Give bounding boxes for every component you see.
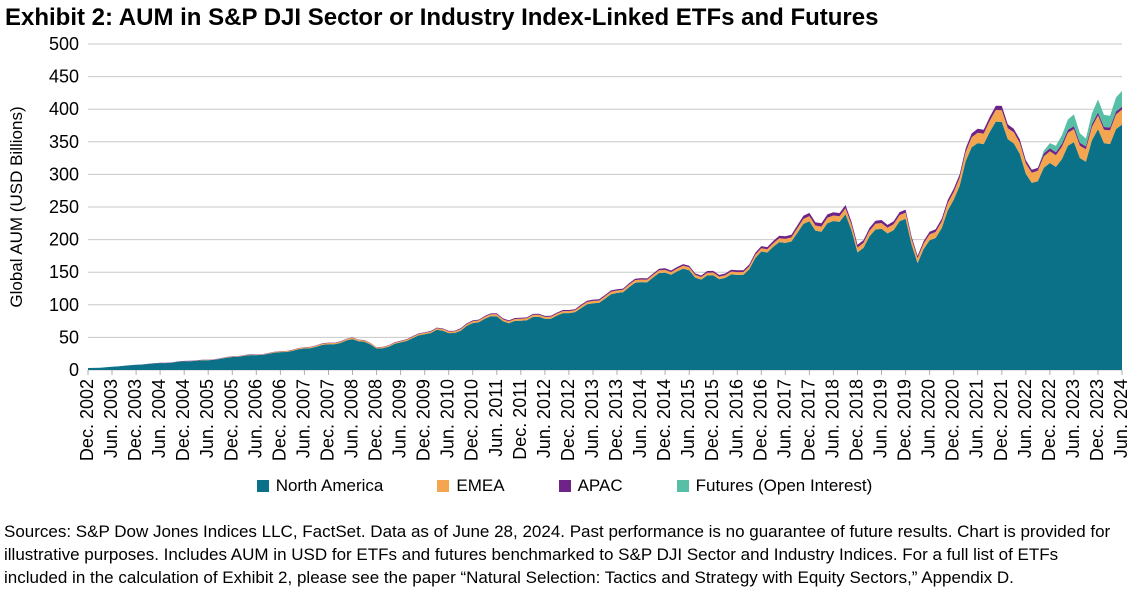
y-tick-label: 0	[69, 360, 79, 380]
chart-legend: North America EMEA APAC Futures (Open Inter…	[0, 476, 1129, 496]
x-tick-label: Dec. 2007	[318, 379, 338, 461]
y-tick-label: 200	[49, 230, 79, 250]
x-tick-label: Dec. 2022	[1039, 379, 1059, 461]
x-tick-label: Dec. 2003	[125, 379, 145, 461]
x-tick-label: Jun. 2009	[390, 379, 410, 458]
y-axis-labels: 0 50 100 150 200 250 300 350 400 450 500	[49, 36, 79, 380]
x-tick-label: Jun. 2015	[678, 379, 698, 458]
x-tick-label: Dec. 2002	[77, 379, 97, 461]
legend-swatch-futures-open-interest	[676, 480, 689, 492]
x-tick-label: Jun. 2004	[149, 379, 169, 458]
legend-item-emea: EMEA	[437, 476, 505, 496]
x-tick-label: Dec. 2013	[606, 379, 626, 461]
chart-title: Exhibit 2: AUM in S&P DJI Sector or Indu…	[5, 4, 879, 31]
x-tick-label: Jun. 2012	[534, 379, 554, 458]
x-tick-label: Jun. 2014	[630, 379, 650, 458]
x-tick-label: Jun. 2008	[342, 379, 362, 458]
legend-label: EMEA	[456, 476, 505, 495]
x-tick-label: Jun. 2023	[1063, 379, 1083, 458]
legend-swatch-emea	[437, 480, 450, 492]
y-tick-label: 350	[49, 132, 79, 152]
x-tick-label: Jun. 2016	[726, 379, 746, 458]
x-tick-label: Dec. 2014	[654, 379, 674, 461]
y-tick-label: 250	[49, 197, 79, 217]
y-tick-label: 400	[49, 99, 79, 119]
x-tick-label: Dec. 2016	[750, 379, 770, 461]
x-tick-label: Dec. 2009	[414, 379, 434, 461]
x-tick-label: Jun. 2013	[582, 379, 602, 458]
x-tick-label: Jun. 2019	[871, 379, 891, 458]
x-tick-label: Dec. 2015	[702, 379, 722, 461]
x-tick-label: Dec. 2006	[269, 379, 289, 461]
x-tick-label: Dec. 2008	[366, 379, 386, 461]
y-tick-label: 500	[49, 36, 79, 54]
x-tick-label: Jun. 2017	[774, 379, 794, 458]
x-tick-label: Dec. 2018	[847, 379, 867, 461]
source-note: Sources: S&P Dow Jones Indices LLC, Fact…	[4, 522, 1111, 587]
area-bands	[88, 90, 1122, 370]
y-tick-label: 450	[49, 67, 79, 87]
area-band-north-america	[88, 121, 1122, 370]
legend-item-futures-open-interest: Futures (Open Interest)	[676, 476, 873, 496]
legend-swatch-apac	[558, 480, 571, 492]
x-tick-label: Dec. 2023	[1087, 379, 1107, 461]
y-tick-label: 300	[49, 164, 79, 184]
gridlines	[88, 43, 1122, 371]
x-tick-label: Jun. 2018	[822, 379, 842, 458]
x-tick-marks	[87, 370, 1123, 375]
x-tick-label: Dec. 2004	[173, 379, 193, 461]
x-axis-labels: Dec. 2002 Jun. 2003 Dec. 2003 Jun. 2004 Dec.…	[77, 379, 1129, 461]
x-tick-label: Jun. 2021	[967, 379, 987, 458]
x-tick-label: Jun. 2006	[245, 379, 265, 458]
y-tick-label: 100	[49, 295, 79, 315]
x-tick-label: Jun. 2024	[1111, 379, 1129, 458]
x-tick-label: Jun. 2011	[486, 379, 506, 457]
x-tick-label: Jun. 2022	[1015, 379, 1035, 458]
x-tick-label: Dec. 2010	[462, 379, 482, 461]
legend-label: North America	[275, 476, 384, 495]
y-tick-label: 50	[59, 327, 79, 347]
legend-item-apac: APAC	[558, 476, 623, 496]
legend-label: APAC	[577, 476, 623, 495]
legend-item-north-america: North America	[256, 476, 384, 496]
x-tick-label: Jun. 2005	[197, 379, 217, 458]
y-axis-title-text: Global AUM (USD Billions)	[7, 106, 26, 307]
x-tick-label: Jun. 2020	[919, 379, 939, 458]
x-tick-label: Dec. 2021	[991, 379, 1011, 461]
x-tick-label: Jun. 2003	[101, 379, 121, 458]
x-tick-label: Jun. 2007	[293, 379, 313, 458]
x-tick-label: Dec. 2005	[221, 379, 241, 461]
x-tick-label: Dec. 2020	[943, 379, 963, 461]
y-axis-title: Global AUM (USD Billions)	[7, 106, 26, 307]
x-tick-label: Dec. 2019	[895, 379, 915, 461]
x-tick-label: Dec. 2011	[510, 379, 530, 460]
x-tick-label: Dec. 2012	[558, 379, 578, 461]
legend-swatch-north-america	[256, 480, 269, 492]
x-tick-label: Jun. 2010	[438, 379, 458, 458]
x-tick-label: Dec. 2017	[798, 379, 818, 461]
legend-label: Futures (Open Interest)	[695, 476, 873, 495]
y-tick-label: 150	[49, 262, 79, 282]
